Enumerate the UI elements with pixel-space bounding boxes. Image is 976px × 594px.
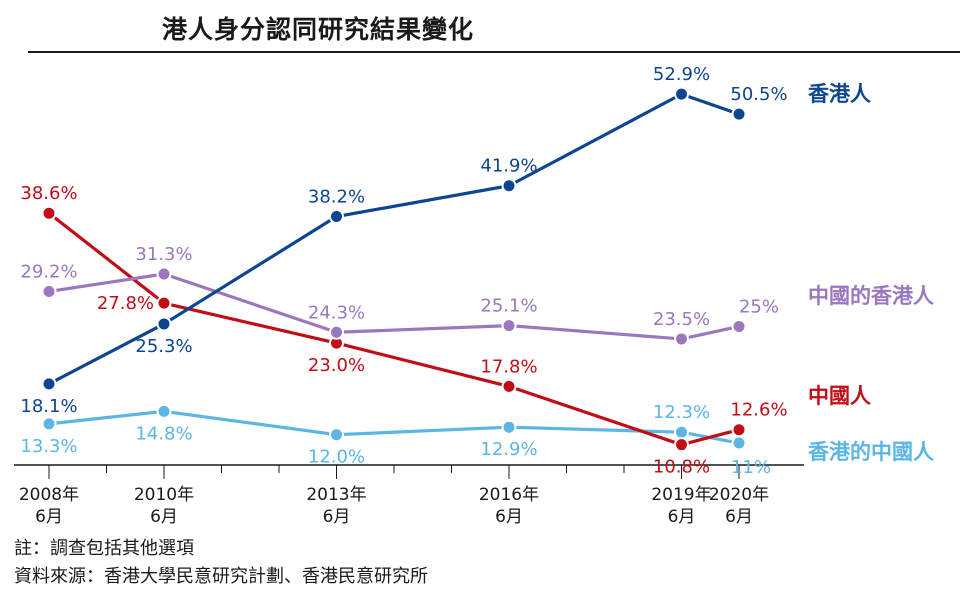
series-line-chinese_hk xyxy=(48,272,740,341)
data-label-hk_chinese: 11% xyxy=(731,457,771,478)
data-label-hk_chinese: 12.9% xyxy=(480,439,537,460)
data-label-hk: 18.1% xyxy=(20,396,77,417)
data-label-chinese: 23.0% xyxy=(308,355,365,376)
x-tick-label: 2016年 xyxy=(479,485,539,505)
data-point-chinese xyxy=(501,378,517,394)
data-label-hk: 38.2% xyxy=(308,187,365,208)
data-point-chinese_hk xyxy=(731,318,747,334)
x-tick-label: 6月 xyxy=(323,507,351,527)
data-point-chinese xyxy=(674,437,689,453)
series-name-chinese: 中國人 xyxy=(808,384,871,408)
data-point-hk_chinese xyxy=(731,435,747,451)
data-label-chinese: 12.6% xyxy=(730,400,787,421)
chart-title: 港人身分認同研究結果變化 xyxy=(162,15,475,44)
data-label-hk: 25.3% xyxy=(135,336,192,357)
x-tick-label: 6月 xyxy=(668,507,696,527)
data-label-chinese_hk: 23.5% xyxy=(653,309,710,330)
data-label-hk_chinese: 12.0% xyxy=(308,447,365,468)
title-rule xyxy=(28,51,960,53)
data-point-hk xyxy=(329,209,344,225)
x-tick-label: 2020年 xyxy=(709,485,769,505)
data-label-hk: 41.9% xyxy=(480,156,537,177)
data-point-chinese_hk xyxy=(674,331,689,347)
data-point-hk xyxy=(674,86,689,102)
data-label-chinese_hk: 31.3% xyxy=(135,244,192,265)
series-line-chinese xyxy=(48,211,740,447)
data-point-chinese xyxy=(41,205,57,221)
data-label-hk_chinese: 14.8% xyxy=(135,423,192,444)
data-point-chinese xyxy=(731,422,747,438)
data-point-hk xyxy=(41,376,57,392)
data-point-chinese_hk xyxy=(329,324,344,340)
data-point-hk xyxy=(731,106,747,122)
x-tick-label: 6月 xyxy=(495,507,523,527)
data-label-hk_chinese: 13.3% xyxy=(20,436,77,457)
x-tick-label: 6月 xyxy=(150,507,178,527)
chart-note: 註：調查包括其他選項 xyxy=(14,538,194,559)
series-name-hk_chinese: 香港的中國人 xyxy=(808,440,934,464)
series-name-hk: 香港人 xyxy=(808,82,871,106)
data-point-hk xyxy=(501,178,517,194)
data-point-hk_chinese xyxy=(674,424,689,440)
data-label-chinese_hk: 25.1% xyxy=(480,296,537,317)
data-label-chinese: 10.8% xyxy=(653,457,710,478)
data-point-chinese_hk xyxy=(41,283,57,299)
data-label-chinese_hk: 24.3% xyxy=(308,302,365,323)
data-label-chinese: 38.6% xyxy=(20,183,77,204)
data-point-chinese_hk xyxy=(156,266,172,282)
data-point-hk_chinese xyxy=(501,419,517,435)
data-label-hk_chinese: 12.3% xyxy=(653,402,710,423)
x-tick-label: 2013年 xyxy=(306,485,366,505)
data-label-hk: 52.9% xyxy=(653,64,710,85)
chart-source: 資料來源：香港大學民意研究計劃、香港民意研究所 xyxy=(14,566,428,587)
x-tick-label: 2019年 xyxy=(651,485,711,505)
series-name-chinese_hk: 中國的香港人 xyxy=(808,284,934,308)
x-tick-label: 6月 xyxy=(725,507,753,527)
data-label-hk: 50.5% xyxy=(730,84,787,105)
data-point-hk_chinese xyxy=(156,403,172,419)
series-line-hk xyxy=(48,92,740,386)
data-label-chinese_hk: 25% xyxy=(739,296,779,317)
data-label-chinese_hk: 29.2% xyxy=(20,261,77,282)
data-label-chinese: 17.8% xyxy=(480,356,537,377)
x-tick-label: 6月 xyxy=(35,507,63,527)
data-point-hk_chinese xyxy=(41,416,57,432)
data-point-chinese_hk xyxy=(501,318,517,334)
x-tick-label: 2010年 xyxy=(134,485,194,505)
data-point-hk xyxy=(156,316,172,332)
x-tick-label: 2008年 xyxy=(19,485,79,505)
series-line-hk_chinese xyxy=(48,409,740,445)
data-point-hk_chinese xyxy=(329,427,344,443)
data-point-chinese xyxy=(156,295,172,311)
data-label-chinese: 27.8% xyxy=(97,293,154,314)
